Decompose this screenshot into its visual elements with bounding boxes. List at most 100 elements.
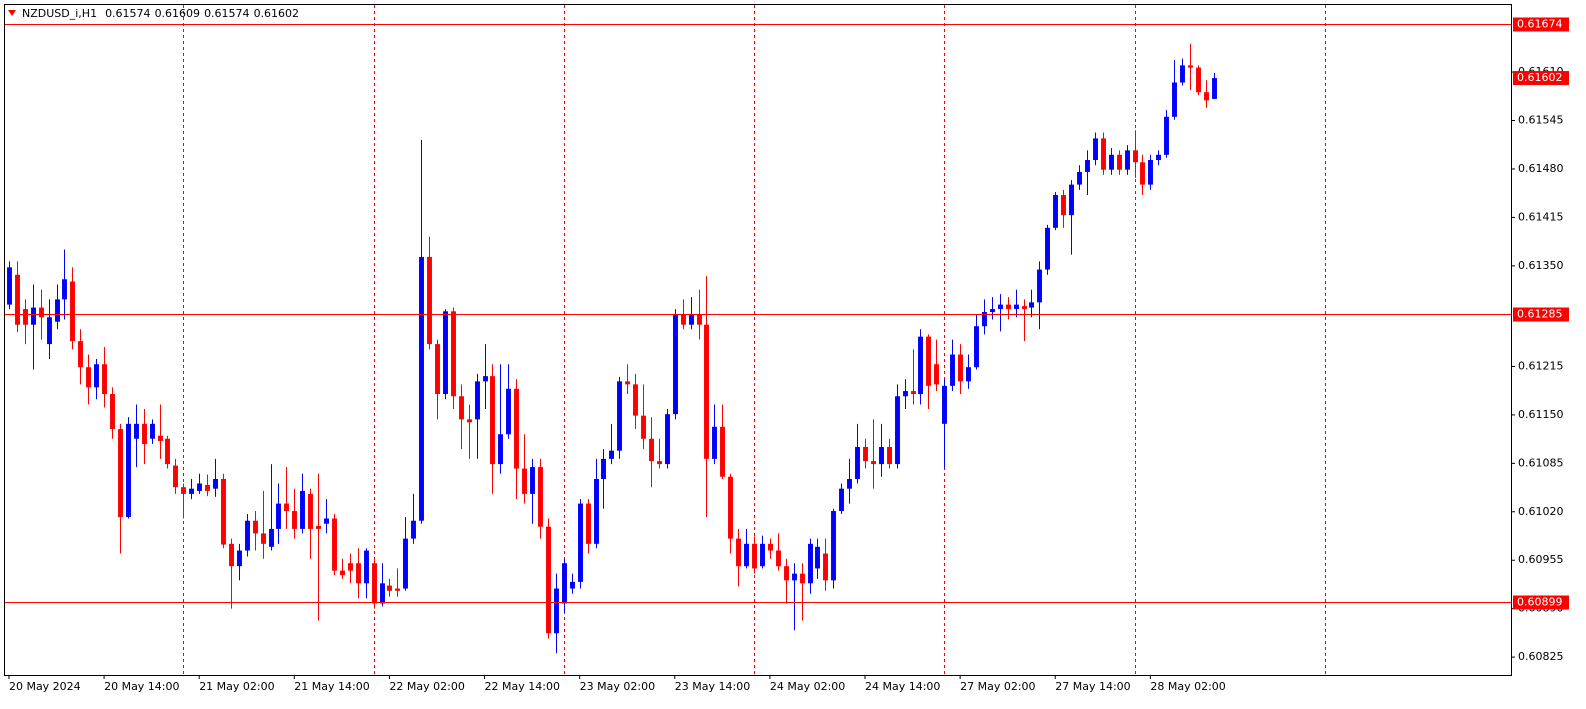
- candle-body: [173, 465, 178, 488]
- x-tick-label: 24 May 02:00: [770, 680, 845, 693]
- candle-body: [1085, 160, 1090, 172]
- candle-body: [1180, 65, 1185, 83]
- candle-body: [126, 423, 131, 518]
- candle-body: [982, 312, 987, 327]
- candle-body: [990, 309, 995, 313]
- low: 0.61574: [204, 7, 250, 20]
- candle-body: [665, 414, 670, 465]
- candle-body: [712, 426, 717, 459]
- candle-body: [847, 478, 852, 489]
- candle-body: [966, 367, 971, 382]
- price-label: 0.61674: [1517, 18, 1563, 31]
- candle-body: [31, 307, 36, 325]
- candle-body: [815, 546, 820, 569]
- candle-body: [855, 446, 860, 479]
- candle-body: [197, 483, 202, 491]
- menu-triangle[interactable]: [8, 10, 16, 16]
- y-tick-label: 0.61215: [1518, 359, 1564, 372]
- candle-body: [1212, 78, 1217, 99]
- candle-body: [530, 467, 535, 494]
- candle-body: [562, 563, 567, 604]
- candle-body: [728, 476, 733, 539]
- candle-body: [387, 585, 392, 591]
- candle-body: [459, 396, 464, 420]
- candle-body: [903, 391, 908, 397]
- x-tick-label: 24 May 14:00: [865, 680, 940, 693]
- candle-body: [1093, 138, 1098, 161]
- candle-body: [800, 573, 805, 584]
- candle-body: [918, 336, 923, 395]
- candle-body: [689, 314, 694, 325]
- candle-body: [213, 478, 218, 489]
- candle-body: [784, 566, 789, 581]
- candle-body: [308, 493, 313, 529]
- candle-body: [300, 490, 305, 529]
- candle-body: [1156, 154, 1161, 161]
- candle-body: [372, 563, 377, 604]
- candle-body: [284, 503, 289, 512]
- current-price-label: 0.61602: [1517, 71, 1563, 84]
- candle-body: [839, 488, 844, 512]
- candle-body: [760, 543, 765, 567]
- candle-body: [261, 533, 266, 544]
- candle-body: [1029, 302, 1034, 308]
- candle-body: [1077, 171, 1082, 185]
- candle-body: [911, 391, 916, 395]
- candle-body: [165, 438, 170, 465]
- x-tick-label: 20 May 2024: [9, 680, 81, 693]
- candle-body: [792, 573, 797, 581]
- x-tick-label: 21 May 14:00: [294, 680, 369, 693]
- candle-body: [403, 538, 408, 589]
- candle-body: [1125, 150, 1130, 170]
- candle-body: [506, 388, 511, 435]
- symbol: NZDUSD_i,H1: [22, 7, 97, 20]
- candle-body: [142, 423, 147, 444]
- close: 0.61602: [254, 7, 300, 20]
- candle-body: [1204, 92, 1209, 101]
- price-label: 0.61285: [1517, 308, 1563, 321]
- candle-body: [118, 429, 123, 518]
- candle-body: [237, 550, 242, 567]
- candle-body: [150, 423, 155, 439]
- candle-body: [681, 314, 686, 325]
- candle-body: [158, 435, 163, 441]
- candle-body: [276, 503, 281, 529]
- candle-body: [1037, 269, 1042, 303]
- y-tick-label: 0.61350: [1518, 259, 1564, 272]
- y-tick-label: 0.60825: [1518, 650, 1564, 663]
- candle-body: [205, 484, 210, 491]
- x-tick-label: 20 May 14:00: [104, 680, 179, 693]
- candle-body: [752, 543, 757, 569]
- candle-body: [546, 526, 551, 634]
- candle-body: [39, 307, 44, 318]
- y-tick-label: 0.60955: [1518, 553, 1564, 566]
- candle-body: [554, 588, 559, 634]
- plot-frame: [4, 4, 1512, 676]
- candle-body: [736, 538, 741, 567]
- candle-body: [356, 563, 361, 584]
- x-tick-label: 23 May 14:00: [675, 680, 750, 693]
- price-box: [1513, 595, 1569, 610]
- candle-body: [578, 503, 583, 582]
- candle-body: [55, 299, 60, 322]
- candle-body: [649, 438, 654, 462]
- candle-body: [1014, 304, 1019, 310]
- candle-body: [641, 415, 646, 439]
- y-tick-label: 0.61085: [1518, 456, 1564, 469]
- x-tick-label: 27 May 02:00: [960, 680, 1035, 693]
- candle-body: [1164, 116, 1169, 155]
- candle-body: [609, 450, 614, 459]
- candle-body: [181, 487, 186, 494]
- candle-body: [253, 520, 258, 534]
- candle-body: [863, 446, 868, 462]
- candle-body: [823, 553, 828, 581]
- candle-body: [189, 488, 194, 494]
- candle-body: [134, 423, 139, 439]
- candle-body: [601, 458, 606, 479]
- candle-body: [380, 583, 385, 604]
- candle-body: [538, 467, 543, 527]
- candle-body: [586, 503, 591, 544]
- candle-body: [475, 381, 480, 420]
- x-tick-label: 21 May 02:00: [199, 680, 274, 693]
